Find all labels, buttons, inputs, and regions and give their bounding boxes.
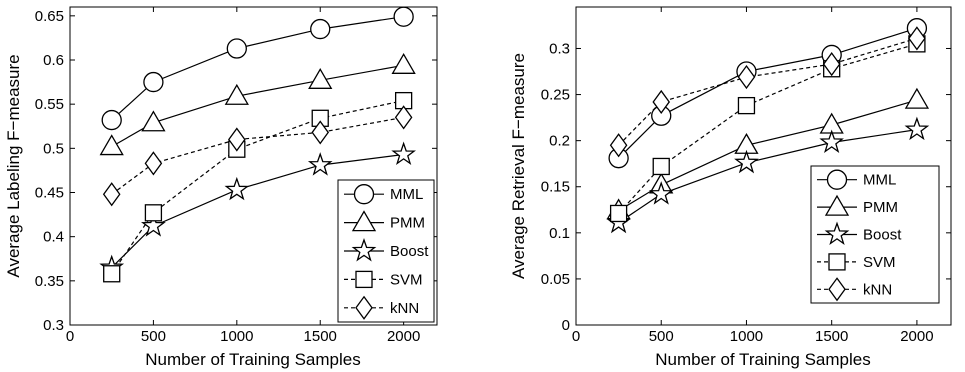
y-axis-label: Average Labeling F−measure [4,54,23,277]
data-point-boost [819,129,844,154]
y-tick-label: 0.1 [549,225,570,242]
data-point-knn [394,105,413,130]
data-point-boost [648,181,674,205]
x-tick-label: 1000 [220,328,253,345]
legend-label-knn: kNN [863,281,892,298]
plot-frame [575,6,952,326]
data-point-svm [652,157,670,176]
x-tick-label: 500 [141,328,166,345]
legend-label-pmm: PMM [390,215,425,232]
y-tick-label: 0.2 [549,133,570,150]
data-point-pmm [391,53,416,74]
retrieval-f-measure-chart: 0 500 1000 1500 2000 0 0.05 0.1 0.15 0.2 0.25 0.3 Nu… [509,6,952,369]
data-point-boost [391,141,416,166]
legend-marker-pmm [824,194,850,216]
legend: MML PMM Boost SVM kNN [337,179,435,323]
legend-label-svm: SVM [863,254,896,271]
data-point-pmm [308,68,333,89]
legend-label-mml: MML [863,172,896,189]
y-tick-label: 0 [562,317,570,334]
legend-label-pmm: PMM [863,199,898,216]
data-point-knn [144,151,163,176]
legend-label-boost: Boost [863,227,902,244]
x-axis-label: Number of Training Samples [655,350,870,369]
y-tick-label: 0.35 [35,273,64,290]
data-point-boost [141,213,166,237]
x-tick-label: 1500 [304,328,337,345]
data-point-boost [307,152,333,176]
x-tick-label: 2000 [900,328,933,345]
data-point-knn [822,52,841,77]
x-tick-label: 0 [66,328,74,345]
data-point-knn [908,26,926,51]
data-point-knn [311,120,330,145]
data-point-svm [609,204,628,223]
labeling-f-measure-chart: 0 500 1000 1500 2000 0.3 0.35 0.4 0.45 0.5 0.55 0.6… [4,6,438,369]
legend-marker-mml [353,184,375,205]
data-point-pmm [99,134,124,156]
x-tick-label: 1500 [815,328,848,345]
data-point-svm [103,265,121,283]
legend-marker-pmm [351,210,377,232]
y-tick-label: 0.6 [43,52,64,69]
x-tick-label: 1000 [730,328,763,345]
data-point-knn [102,182,121,207]
y-tick-label: 0.25 [541,87,570,104]
data-point-pmm [141,110,166,132]
legend: MML PMM Boost SVM kNN [810,165,940,304]
data-point-svm [144,204,163,222]
legend-marker-knn [828,277,846,302]
x-axis-label: Number of Training Samples [145,350,360,369]
legend-label-mml: MML [390,186,423,203]
data-point-boost [904,116,930,141]
x-tick-label: 0 [572,328,580,345]
y-tick-label: 0.3 [43,317,64,334]
data-point-mml [393,6,414,27]
data-point-knn [652,89,671,115]
y-tick-label: 0.5 [43,140,64,157]
series-line-knn [618,37,918,146]
legend-label-boost: Boost [390,243,429,260]
data-point-knn [609,133,628,158]
legend-label-svm: SVM [390,271,423,288]
legend-label-knn: kNN [390,300,419,317]
data-point-mml [101,109,122,131]
y-tick-label: 0.05 [541,271,570,288]
y-axis-label: Average Retrieval F−measure [509,53,528,279]
legend-marker-mml [826,169,848,190]
data-point-knn [228,127,246,152]
data-point-pmm [904,87,930,109]
data-point-boost [224,176,250,201]
y-tick-label: 0.4 [43,229,64,246]
legend-marker-knn [355,295,373,320]
x-tick-label: 2000 [387,328,420,345]
y-tick-label: 0.45 [35,185,64,202]
y-tick-label: 0.55 [35,96,64,113]
data-point-knn [737,64,756,90]
legend-marker-boost [824,221,850,246]
y-tick-label: 0.15 [541,179,570,196]
legend-marker-boost [351,238,377,262]
legend-marker-svm [828,253,846,271]
data-point-mml [226,38,247,59]
x-tick-label: 500 [649,328,674,345]
y-tick-label: 0.65 [35,8,64,25]
plot-frame [69,6,438,326]
data-point-mml [143,71,164,93]
data-point-mml [310,18,331,40]
series-line-mml [111,16,404,121]
data-point-pmm [224,83,249,105]
data-point-boost [734,149,759,174]
data-point-svm [737,96,756,115]
legend-marker-svm [355,270,373,289]
y-tick-label: 0.3 [549,40,570,57]
